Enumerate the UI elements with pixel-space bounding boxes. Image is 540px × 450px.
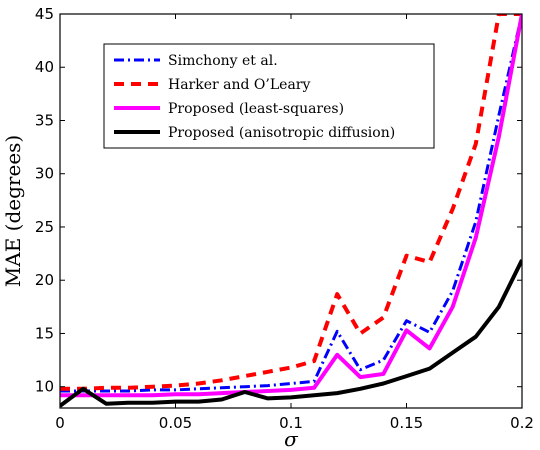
legend-label-1: Harker and O’Leary — [168, 77, 310, 93]
legend-label-2: Proposed (least-squares) — [168, 101, 344, 117]
series-layer — [60, 14, 522, 408]
x-axis-label: σ — [284, 427, 299, 450]
x-tick-label: 0 — [55, 414, 65, 432]
y-tick-label: 25 — [35, 218, 54, 236]
series-line-0 — [60, 14, 522, 393]
y-tick-label: 35 — [35, 111, 54, 129]
y-tick-label: 45 — [35, 5, 54, 23]
series-line-1 — [60, 14, 522, 391]
x-tick-label: 0.15 — [390, 414, 423, 432]
series-line-2 — [60, 14, 522, 398]
legend-label-3: Proposed (anisotropic diffusion) — [168, 125, 395, 141]
y-tick-label: 10 — [35, 378, 54, 396]
x-tick-label: 0.2 — [510, 414, 534, 432]
x-tick-label: 0.1 — [279, 414, 303, 432]
x-tick-label: 0.05 — [159, 414, 192, 432]
legend: Simchony et al. Harker and O’Leary Propose… — [103, 43, 435, 149]
tick-layer: 0 0.05 0.1 0.15 0.2 10 15 20 25 30 35 40 45 — [35, 5, 534, 432]
series-line-3 — [60, 259, 522, 408]
y-tick-label: 30 — [35, 165, 54, 183]
y-tick-label: 40 — [35, 58, 54, 76]
y-tick-label: 20 — [35, 271, 54, 289]
legend-label-0: Simchony et al. — [168, 53, 278, 69]
y-tick-label: 15 — [35, 324, 54, 342]
y-axis-label: MAE (degrees) — [1, 135, 25, 287]
